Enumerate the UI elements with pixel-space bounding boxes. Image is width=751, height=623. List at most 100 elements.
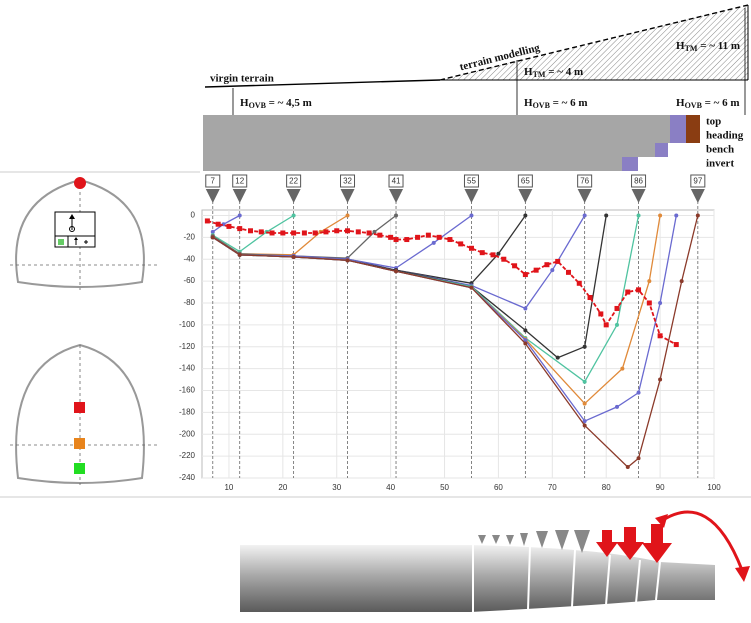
section-label: 55 — [467, 177, 476, 186]
point — [583, 213, 587, 217]
measure-point — [74, 438, 85, 449]
section-label: 97 — [693, 177, 702, 186]
point — [270, 230, 275, 235]
section-label: 12 — [235, 177, 244, 186]
section-marker — [206, 189, 220, 203]
y-tick-label: -240 — [179, 473, 196, 482]
section-marker — [287, 189, 301, 203]
section-marker — [518, 189, 532, 203]
point — [216, 222, 221, 227]
point — [544, 262, 549, 267]
value: = ~ 6 m — [702, 97, 740, 109]
point — [512, 263, 517, 268]
point — [334, 228, 339, 233]
height-label: HOVB = ~ 4,5 m — [240, 97, 312, 110]
point — [367, 230, 372, 235]
point — [238, 253, 242, 257]
point — [604, 213, 608, 217]
section-marker — [389, 189, 403, 203]
point — [480, 250, 485, 255]
y-tick-label: 0 — [191, 211, 196, 220]
y-tick-label: -200 — [179, 429, 196, 438]
point — [534, 268, 539, 273]
figure: virgin terrain terrain modelling top hea… — [0, 0, 751, 623]
point — [674, 213, 678, 217]
point — [658, 301, 662, 305]
section-label: 22 — [289, 177, 298, 186]
point — [647, 279, 651, 283]
point — [458, 241, 463, 246]
point — [625, 290, 630, 295]
point — [647, 300, 652, 305]
point — [566, 270, 571, 275]
height-label: HOVB = ~ 6 m — [676, 97, 740, 110]
point — [696, 213, 700, 217]
point — [447, 237, 452, 242]
y-tick-label: -160 — [179, 386, 196, 395]
point — [637, 213, 641, 217]
section-marker — [464, 189, 478, 203]
point — [302, 230, 307, 235]
terrain-diagram: virgin terrain terrain modelling top hea… — [203, 5, 748, 171]
point — [292, 213, 296, 217]
x-tick-label: 100 — [707, 483, 721, 492]
measure-point — [74, 402, 85, 413]
x-tick-label: 50 — [440, 483, 449, 492]
point — [394, 237, 399, 242]
label: heading — [706, 130, 744, 142]
point — [615, 405, 619, 409]
x-tick-label: 30 — [332, 483, 341, 492]
figure-canvas: virgin terrain terrain modelling top hea… — [0, 0, 751, 623]
crown-point — [74, 177, 86, 189]
y-tick-label: -80 — [183, 298, 195, 307]
x-tick-label: 60 — [494, 483, 503, 492]
point — [237, 226, 242, 231]
point — [556, 356, 560, 360]
point — [313, 230, 318, 235]
subscript: OVB — [533, 101, 551, 110]
point — [226, 224, 231, 229]
invert-lining — [622, 157, 638, 171]
plot-area — [202, 210, 714, 478]
point — [292, 255, 296, 259]
value: = ~ 4 m — [545, 66, 583, 78]
measure-point — [74, 463, 85, 474]
y-tick-label: -140 — [179, 364, 196, 373]
point — [583, 380, 587, 384]
section-marker — [341, 189, 355, 203]
point — [614, 306, 619, 311]
point — [394, 213, 398, 217]
point — [588, 295, 593, 300]
point — [404, 237, 409, 242]
point — [620, 367, 624, 371]
point — [658, 333, 663, 338]
point — [346, 213, 350, 217]
point — [637, 391, 641, 395]
y-tick-label: -60 — [183, 276, 195, 285]
point — [680, 279, 684, 283]
section-label: 41 — [392, 177, 401, 186]
point — [469, 246, 474, 251]
subscript: TM — [533, 70, 546, 79]
bench-lining — [655, 143, 668, 157]
point — [280, 230, 285, 235]
y-tick-label: -120 — [179, 342, 196, 351]
point — [636, 287, 641, 292]
point — [598, 311, 603, 316]
label: virgin terrain — [210, 73, 274, 85]
section-marker — [691, 189, 705, 203]
subscript: OVB — [685, 101, 703, 110]
point — [583, 402, 587, 406]
label: top — [706, 116, 721, 128]
point — [238, 213, 242, 217]
subscript: OVB — [249, 101, 267, 110]
section-label: 32 — [343, 177, 352, 186]
point — [523, 341, 527, 345]
point — [604, 322, 609, 327]
point — [323, 229, 328, 234]
point — [583, 423, 587, 427]
value: = ~ 4,5 m — [266, 97, 312, 109]
tunnel-illustration — [240, 512, 750, 620]
section-marker — [578, 189, 592, 203]
point — [388, 235, 393, 240]
